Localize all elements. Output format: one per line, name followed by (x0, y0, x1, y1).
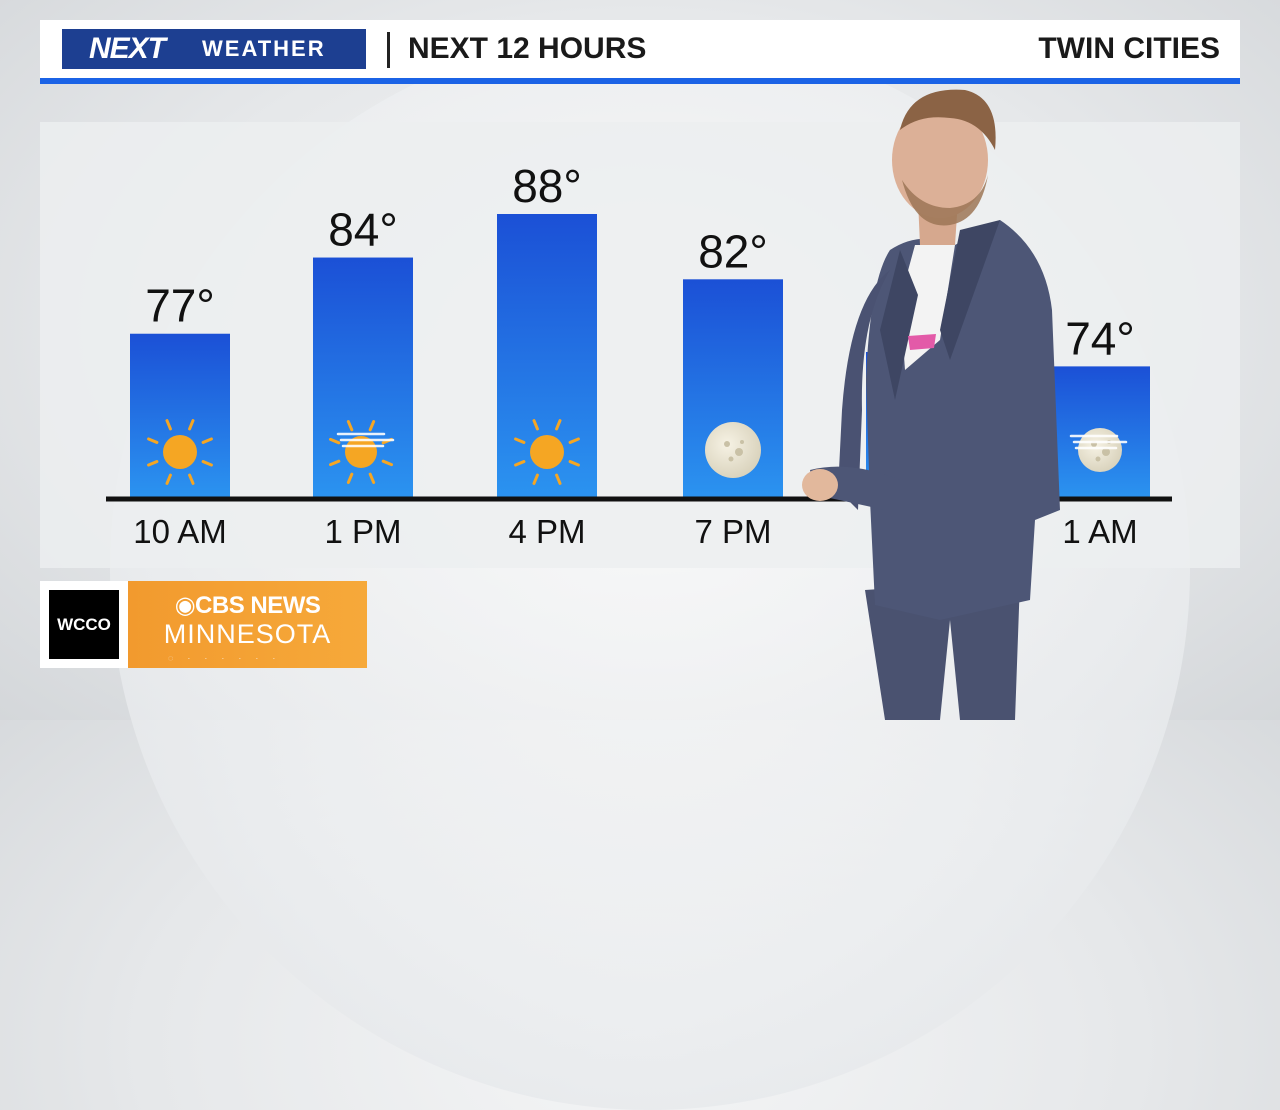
page-title: NEXT 12 HOURS (408, 32, 647, 65)
sun-icon (147, 419, 213, 485)
x-tick-label: 1 AM (1062, 513, 1137, 550)
x-tick-label: 1 PM (324, 513, 401, 550)
temperature-chart: 77° 84° 88° 82° 74° 10 AM 1 PM 4 PM 7 PM 1 AM (106, 160, 1172, 550)
x-tick-label: 4 PM (508, 513, 585, 550)
header-bar: NEXT WEATHER NEXT 12 HOURS TWIN CITIES (40, 20, 1240, 84)
x-tick-label: 7 PM (694, 513, 771, 550)
partly-hazy-sun-icon (329, 420, 395, 484)
clock-dots-decoration: ◌······ (168, 653, 290, 663)
logo-weather-text: WEATHER (202, 36, 326, 61)
moon-icon (705, 422, 761, 478)
wcco-logo: WCCO (49, 590, 119, 659)
next-weather-logo: NEXT WEATHER (62, 29, 366, 69)
sun-icon (514, 419, 580, 485)
cbs-news-minnesota-logo: ◉CBS NEWS MINNESOTA ◌······ (128, 581, 367, 668)
location-label: TWIN CITIES (1038, 32, 1220, 65)
region-label: MINNESOTA (163, 619, 332, 649)
network-label: CBS NEWS (195, 592, 321, 619)
station-bug: WCCO ◉CBS NEWS MINNESOTA ◌······ (40, 581, 367, 668)
temperature-value-label: 77° (145, 280, 215, 332)
wcco-logo-frame: WCCO (40, 581, 128, 668)
hazy-moon-icon (1069, 428, 1128, 472)
temperature-value-label: 88° (512, 160, 582, 212)
x-tick-label: 10 AM (133, 513, 227, 550)
temperature-value-label: 82° (698, 225, 768, 277)
temperature-bar (130, 333, 230, 497)
presenter (802, 89, 1060, 720)
temperature-value-label: 84° (328, 204, 398, 256)
temperature-value-label: 74° (1065, 312, 1135, 364)
header-divider (387, 32, 390, 68)
cbs-eye-icon: ◉ (174, 592, 196, 619)
logo-next-text: NEXT (88, 32, 166, 65)
